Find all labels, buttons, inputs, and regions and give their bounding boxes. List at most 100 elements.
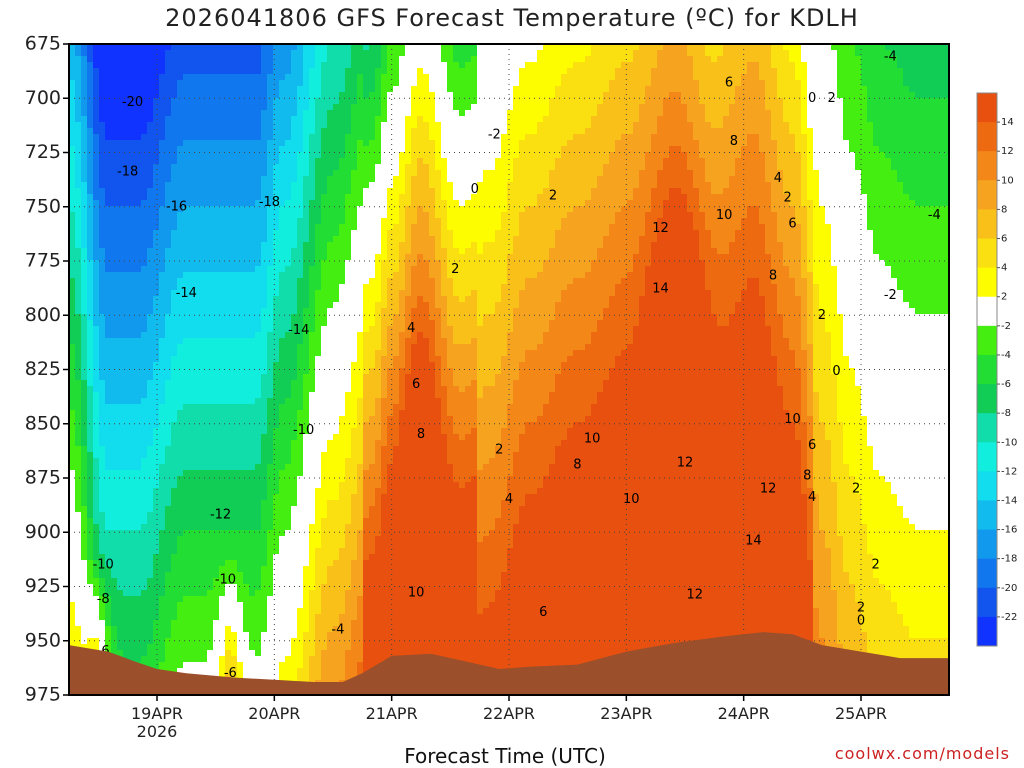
- contour-label: -18: [117, 165, 138, 180]
- contour-label: -10: [215, 572, 236, 587]
- contour-label: 0: [832, 364, 840, 379]
- contour-label: 14: [652, 282, 669, 297]
- colorbar-swatch: [977, 413, 997, 443]
- x-tick-label: 20APR: [248, 704, 300, 723]
- contour-label: -14: [288, 323, 309, 338]
- colorbar-swatch: [977, 500, 997, 531]
- y-tick-label: 825: [25, 358, 61, 380]
- contour-label: -2: [488, 128, 501, 143]
- colorbar-label: 8: [1001, 204, 1007, 215]
- x-tick-label: 23APR: [600, 704, 652, 723]
- contour-label: -10: [293, 423, 314, 438]
- contour-label: 2: [872, 557, 880, 572]
- colorbar-swatch: [977, 325, 997, 356]
- y-tick-label: 750: [25, 195, 61, 217]
- x-tick-label: 25APR: [835, 704, 887, 723]
- contour-label: 2: [828, 91, 836, 106]
- contour-label: 2: [549, 188, 557, 203]
- contour-label: 10: [784, 412, 801, 427]
- contour-label: 8: [573, 457, 581, 472]
- colorbar-label: -20: [1001, 583, 1017, 594]
- y-tick-label: 900: [25, 521, 61, 543]
- contour-label: -2: [884, 288, 897, 303]
- x-axis-label: Forecast Time (UTC): [404, 744, 606, 768]
- y-tick-label: 775: [25, 250, 61, 272]
- contour-label: 2: [852, 481, 860, 496]
- colorbar-swatch: [977, 384, 997, 414]
- contour-label: 12: [760, 481, 777, 496]
- contour-label: 4: [774, 171, 782, 186]
- y-tick-label: 800: [25, 304, 61, 326]
- contour-label: 4: [407, 321, 415, 336]
- contour-label: 2: [857, 601, 865, 616]
- contour-label: 10: [408, 586, 425, 601]
- contour-label: -4: [331, 622, 344, 637]
- contour-label: 2: [495, 442, 503, 457]
- colorbar-swatch: [977, 93, 997, 123]
- contour-label: 12: [652, 221, 669, 236]
- contour-label: 4: [505, 492, 513, 507]
- colorbar-swatch: [977, 122, 997, 152]
- colorbar-label: 2: [1001, 292, 1007, 303]
- y-tick-label: 925: [25, 575, 61, 597]
- contour-label: 2: [451, 262, 459, 277]
- contour-label: 6: [788, 217, 796, 232]
- x-tick-label: 22APR: [483, 704, 535, 723]
- y-tick-label: 850: [25, 412, 61, 434]
- contour-label: 8: [769, 269, 777, 284]
- contour-label: 14: [745, 533, 762, 548]
- contour-label: 2: [784, 191, 792, 206]
- colorbar-label: -18: [1001, 554, 1017, 565]
- colorbar-swatch: [977, 296, 997, 327]
- contour-label: 8: [803, 468, 811, 483]
- colorbar-label: -12: [1001, 466, 1017, 477]
- contour-label: 12: [687, 588, 704, 603]
- terrain-area: [69, 632, 949, 695]
- colorbar-label: -16: [1001, 525, 1017, 536]
- colorbar-label: 4: [1001, 263, 1007, 274]
- contour-label: -16: [166, 199, 187, 214]
- colorbar-swatch: [977, 180, 997, 210]
- contour-label: -4: [884, 50, 897, 65]
- colorbar-label: 6: [1001, 234, 1007, 245]
- contour-label: 6: [412, 377, 420, 392]
- plot-area: [69, 44, 949, 695]
- contour-label: 10: [716, 208, 733, 223]
- colorbar-label: -6: [1001, 379, 1011, 390]
- contour-label: 6: [539, 605, 547, 620]
- colorbar-label: 10: [1001, 175, 1014, 186]
- contour-label: 8: [730, 134, 738, 149]
- contour-label: -10: [93, 557, 114, 572]
- x-tick-label: 24APR: [718, 704, 770, 723]
- colorbar-swatch: [977, 587, 997, 618]
- contour-label: -18: [259, 195, 280, 210]
- contour-label: 12: [677, 455, 694, 470]
- colorbar-label: -22: [1001, 612, 1017, 623]
- colorbar-label: 12: [1001, 146, 1014, 157]
- contour-label: 6: [725, 76, 733, 91]
- colorbar-label: -14: [1001, 495, 1017, 506]
- contour-label: -12: [210, 507, 231, 522]
- colorbar-swatch: [977, 354, 997, 385]
- chart-title: 2026041806 GFS Forecast Temperature (ºC)…: [165, 4, 859, 32]
- colorbar-swatch: [977, 558, 997, 589]
- x-tick-label: 21APR: [366, 704, 418, 723]
- y-tick-label: 875: [25, 467, 61, 489]
- colorbar-label: -2: [1001, 321, 1011, 332]
- colorbar-swatch: [977, 529, 997, 560]
- colorbar-swatch: [977, 616, 997, 647]
- y-axis: 675 700 725 750 775 800 825 850 875 900 925 950 975: [25, 33, 69, 706]
- contour-label: -8: [97, 592, 110, 607]
- contour-label: 10: [584, 431, 601, 446]
- colorbar-swatch: [977, 442, 997, 472]
- colorbar-label: 14: [1001, 117, 1014, 128]
- colorbar-swatch: [977, 151, 997, 181]
- y-tick-label: 975: [25, 684, 61, 706]
- contour-label: 0: [808, 91, 816, 106]
- contour-label: 0: [471, 182, 479, 197]
- colorbar-label: -4: [1001, 350, 1011, 361]
- x-tick-label: 19APR: [131, 704, 183, 723]
- contour-label: 0: [857, 614, 865, 629]
- colorbar-swatch: [977, 267, 997, 298]
